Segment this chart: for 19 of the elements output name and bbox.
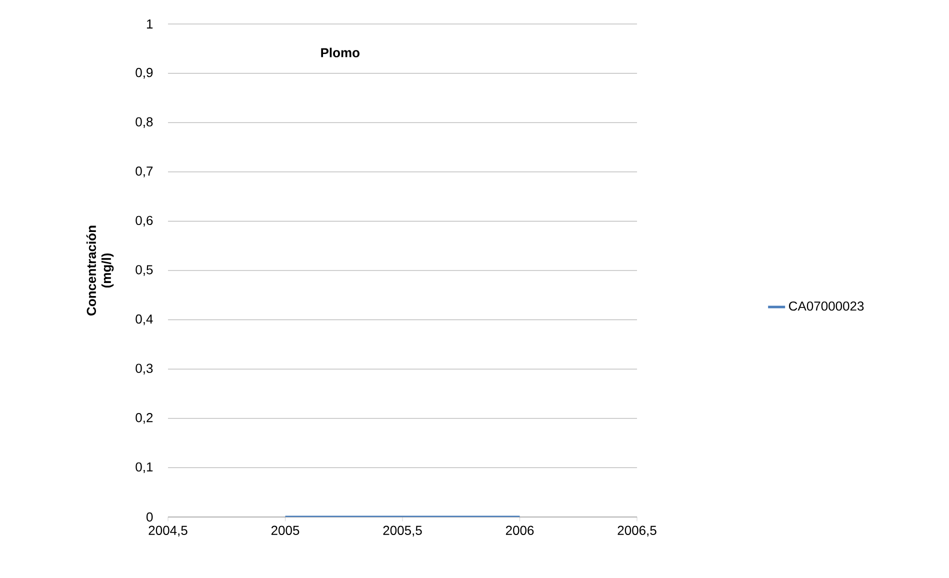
y-tick-label: 0,6 xyxy=(136,216,153,227)
y-tick-label: 0,7 xyxy=(136,166,153,178)
legend-label: CA07000023 xyxy=(788,301,864,311)
text: Plomo xyxy=(321,48,360,58)
y-tick-label: 0,5 xyxy=(136,265,153,276)
x-tick-label: 2005,5 xyxy=(383,526,422,537)
y-tick-label: 0,2 xyxy=(136,413,153,424)
y-tick-label: 0 xyxy=(146,512,153,522)
y-tick-label: 0,1 xyxy=(136,462,153,474)
y-tick-label: 0,3 xyxy=(136,364,153,374)
x-tick-label: 2005 xyxy=(271,526,300,535)
y-tick-label: 0,8 xyxy=(136,117,153,128)
y-tick-label: 0,9 xyxy=(136,68,153,79)
y-tick-label: 1 xyxy=(146,20,153,28)
y-axis-title: Concentración (mg/l) xyxy=(86,226,114,316)
y-tick-label: 0,4 xyxy=(136,314,153,326)
x-tick-label: 2004,5 xyxy=(148,526,188,537)
x-tick-label: 2006 xyxy=(506,526,534,535)
x-tick-label: 2006,5 xyxy=(618,526,656,537)
